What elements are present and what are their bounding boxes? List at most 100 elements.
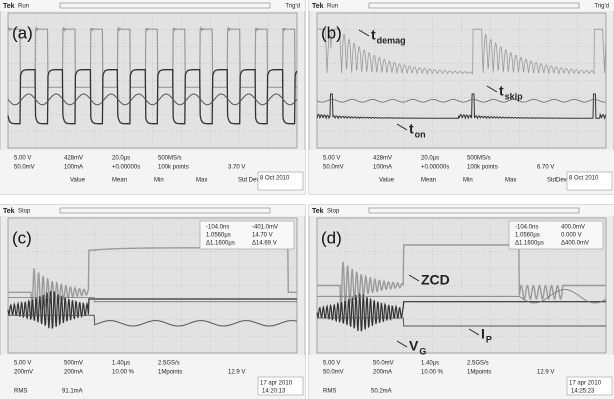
annotation-arrow [408, 274, 420, 282]
waveform [317, 28, 607, 76]
readout: 1.40µs [421, 361, 439, 367]
readout: 500mV [64, 361, 83, 367]
scope-panel: Tek Run Trig'd (b) 5.00 V 428mV 20.0µs 500MS/s 5… [308, 0, 614, 195]
record-bar [368, 2, 580, 9]
waveform [7, 290, 297, 329]
date: 8 Oct 2010 [569, 176, 599, 182]
status: Stop [18, 209, 31, 215]
annotation: t [499, 83, 504, 99]
readout: 428mV [64, 156, 83, 162]
cursor-box [508, 220, 604, 250]
rms: 91.1mA [62, 389, 83, 395]
readout: 3.70 V [228, 165, 245, 171]
panel-label: (c) [12, 228, 32, 247]
readout-bg [309, 150, 614, 194]
date: 8 Oct 2010 [260, 176, 290, 182]
waveform [8, 314, 298, 327]
tek-logo: Tek [312, 208, 324, 215]
annotation: t [409, 121, 414, 137]
cursor-readout: Δ1.1600µs [515, 241, 544, 247]
status: Run [18, 4, 29, 10]
readout: 200mA [373, 370, 392, 376]
readout: +0.00000s [112, 165, 140, 171]
measure-header: Std Dev [238, 178, 259, 184]
readout: 2.5GS/s [158, 361, 180, 367]
record-bar [59, 2, 271, 9]
date: 17 apr 2010 [569, 381, 602, 387]
waveform [316, 93, 607, 120]
waveform [7, 69, 298, 125]
cursor-readout: Δ1.1600µs [206, 241, 235, 247]
time: 14:25:23 [571, 389, 595, 395]
waveform [7, 25, 297, 88]
measure-header: Mean [112, 178, 127, 184]
annotation-arrow [358, 29, 370, 37]
readout: 1Mpoints [158, 370, 182, 376]
readout: 12.9 V [228, 370, 245, 376]
waveform [316, 293, 606, 332]
top-bar [0, 205, 305, 216]
annotation-arrow [396, 123, 408, 131]
date-box [566, 376, 613, 396]
readout: 5.00 V [323, 361, 340, 367]
annotation-sub: demag [377, 35, 406, 45]
readout: 100k points [158, 165, 189, 171]
panel-label: (a) [12, 23, 33, 42]
readout: 428mV [373, 156, 392, 162]
tek-logo: Tek [3, 3, 15, 10]
readout: 10.00 % [421, 370, 444, 376]
readout-bg [309, 355, 614, 399]
annotation-arrow [468, 328, 480, 336]
readout: 5.00 V [14, 361, 31, 367]
top-bar [309, 205, 614, 216]
readout: 1Mpoints [467, 370, 491, 376]
cursor-readout: 1.0560µs [515, 233, 540, 239]
status: Run [327, 4, 338, 10]
readout: 20.0µs [112, 156, 130, 162]
time: 14:20:13 [262, 389, 286, 395]
readout: 12.9 V [537, 370, 554, 376]
top-bar [309, 0, 614, 11]
trigger: Trig'd [285, 4, 300, 10]
readout-bg [0, 355, 305, 399]
record-bar [59, 207, 271, 214]
waveform [7, 93, 298, 106]
tek-logo: Tek [3, 208, 15, 215]
readout: 5.00 V [14, 156, 31, 162]
waveform [8, 297, 297, 303]
scope-panel: Tek Run Trig'd (a) 5.00 V 428mV 20.0µs 500MS/s 5… [0, 0, 306, 195]
readout: 2.5GS/s [467, 361, 489, 367]
measure-header: Max [196, 178, 207, 184]
readout: 200mV [14, 370, 33, 376]
annotation-sub: G [419, 346, 426, 356]
readout: 6.70 V [537, 165, 554, 171]
annotation: V [409, 338, 419, 354]
measure-header: Value [379, 178, 395, 184]
cursor-readout: Δ400.0mV [561, 241, 589, 247]
readout: 10.00 % [112, 370, 135, 376]
cursor-readout: -104.0ns [206, 225, 229, 231]
readout: 500MS/s [158, 156, 182, 162]
readout-bg [0, 150, 305, 194]
readout: +0.00000s [421, 165, 449, 171]
measure-header: Mean [421, 178, 436, 184]
scope-panel: Tek Stop (d) 5.00 V 50.0mV 1.40µs 2.5GS/s 50.0m… [308, 204, 614, 399]
annotation-arrow [486, 85, 498, 93]
measure-header: Min [154, 178, 164, 184]
trigger: Trig'd [594, 4, 609, 10]
scope-panel: Tek Stop (c) 5.00 V 500mV 1.40µs 2.5GS/s 200mV 2… [0, 204, 306, 399]
annotation: ZCD [421, 272, 450, 288]
waveform [317, 317, 606, 327]
date: 17 apr 2010 [260, 381, 293, 387]
panel-label: (d) [321, 228, 342, 247]
date-box [257, 171, 304, 191]
cursor-box [199, 220, 295, 250]
readout: 200mA [64, 370, 83, 376]
tek-logo: Tek [312, 3, 324, 10]
top-bar [0, 0, 305, 11]
annotation-arrow [396, 340, 408, 348]
readout: 100k points [467, 165, 498, 171]
rms: 50.2mA [371, 389, 392, 395]
readout: 1.40µs [112, 361, 130, 367]
